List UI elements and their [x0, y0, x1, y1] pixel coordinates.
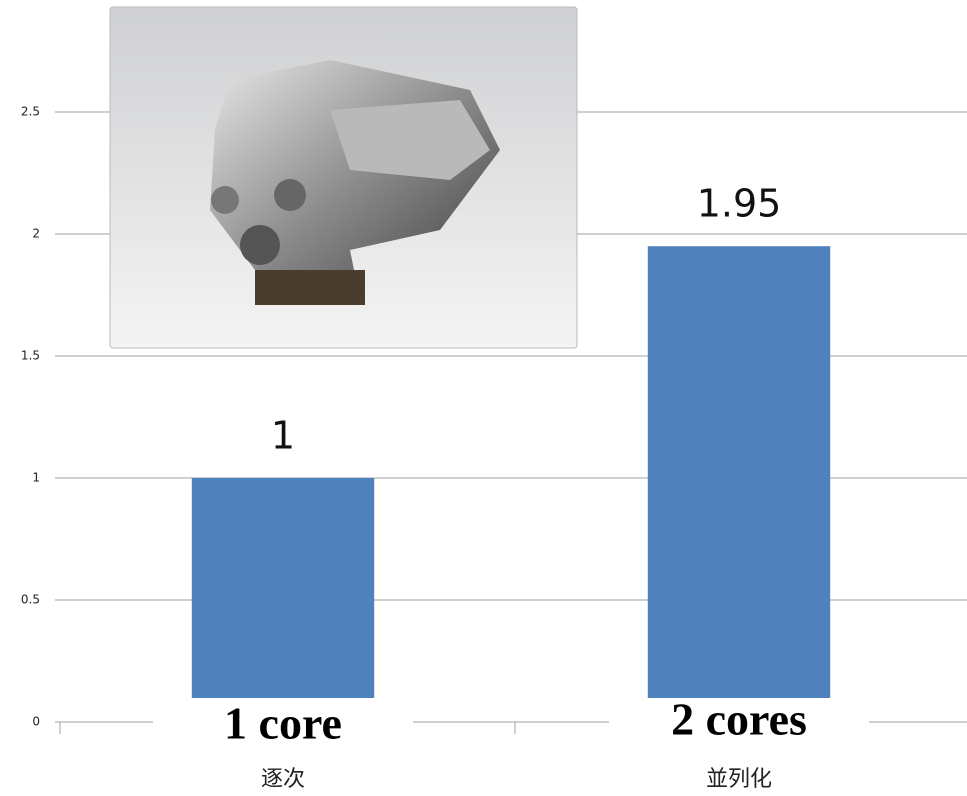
y-tick-label: 2.5 [21, 105, 40, 119]
y-tick-label: 0.5 [21, 593, 40, 607]
annotation: 1 core [224, 698, 342, 749]
y-tick-label: 1.5 [21, 349, 40, 363]
chart: 0 0.5 1 1.5 2 2.5 1 逐次 1.95 並列化 1 core 2 cores [0, 0, 967, 796]
data-label: 1.95 [697, 182, 782, 226]
bar [192, 478, 374, 722]
y-tick-label: 2 [32, 227, 40, 241]
engine-photo [110, 7, 577, 348]
data-label: 1 [271, 414, 295, 458]
y-tick-label: 0 [32, 715, 40, 729]
x-tick-label: 逐次 [261, 767, 305, 792]
y-tick-label: 1 [32, 471, 40, 485]
bar [648, 246, 830, 722]
annotation: 2 cores [671, 694, 807, 745]
x-tick-label: 並列化 [706, 767, 772, 792]
